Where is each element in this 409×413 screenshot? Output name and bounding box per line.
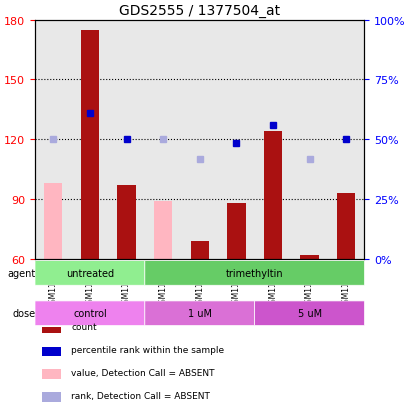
- Text: GSM114198: GSM114198: [85, 261, 94, 307]
- Bar: [218, 21, 254, 259]
- Bar: [108, 21, 144, 259]
- Text: GSM114191: GSM114191: [49, 261, 58, 307]
- Bar: [117, 185, 135, 259]
- FancyBboxPatch shape: [35, 301, 144, 326]
- FancyBboxPatch shape: [144, 301, 254, 326]
- Bar: [227, 203, 245, 259]
- Bar: [263, 132, 281, 259]
- Text: agent: agent: [7, 268, 36, 278]
- Bar: [44, 183, 62, 259]
- Bar: [327, 21, 364, 259]
- FancyBboxPatch shape: [254, 301, 364, 326]
- Text: GSM114197: GSM114197: [341, 261, 350, 307]
- Bar: [41, 392, 61, 402]
- Text: trimethyltin: trimethyltin: [225, 268, 283, 278]
- Bar: [41, 370, 61, 380]
- Title: GDS2555 / 1377504_at: GDS2555 / 1377504_at: [119, 4, 280, 18]
- Bar: [190, 241, 209, 259]
- Text: 5 uM: 5 uM: [297, 309, 321, 318]
- Text: GSM114193: GSM114193: [268, 261, 277, 307]
- Bar: [144, 21, 181, 259]
- Bar: [41, 347, 61, 356]
- Text: GSM114196: GSM114196: [304, 261, 313, 307]
- Text: dose: dose: [13, 309, 36, 318]
- Bar: [72, 21, 108, 259]
- Text: GSM114195: GSM114195: [231, 261, 240, 307]
- Text: GSM114194: GSM114194: [195, 261, 204, 307]
- Bar: [254, 21, 290, 259]
- Text: count: count: [71, 323, 97, 332]
- Bar: [35, 21, 72, 259]
- Text: GSM114192: GSM114192: [158, 261, 167, 307]
- Text: untreated: untreated: [66, 268, 114, 278]
- Bar: [290, 21, 327, 259]
- Text: 1 uM: 1 uM: [187, 309, 211, 318]
- Text: control: control: [73, 309, 106, 318]
- Text: rank, Detection Call = ABSENT: rank, Detection Call = ABSENT: [71, 391, 210, 400]
- FancyBboxPatch shape: [35, 261, 144, 285]
- Bar: [300, 255, 318, 259]
- Text: percentile rank within the sample: percentile rank within the sample: [71, 346, 224, 354]
- Text: GSM114199: GSM114199: [122, 261, 131, 307]
- Bar: [41, 324, 61, 334]
- FancyBboxPatch shape: [144, 261, 364, 285]
- Bar: [181, 21, 218, 259]
- Text: value, Detection Call = ABSENT: value, Detection Call = ABSENT: [71, 368, 214, 377]
- Bar: [336, 193, 355, 259]
- Bar: [154, 202, 172, 259]
- Bar: [81, 31, 99, 259]
